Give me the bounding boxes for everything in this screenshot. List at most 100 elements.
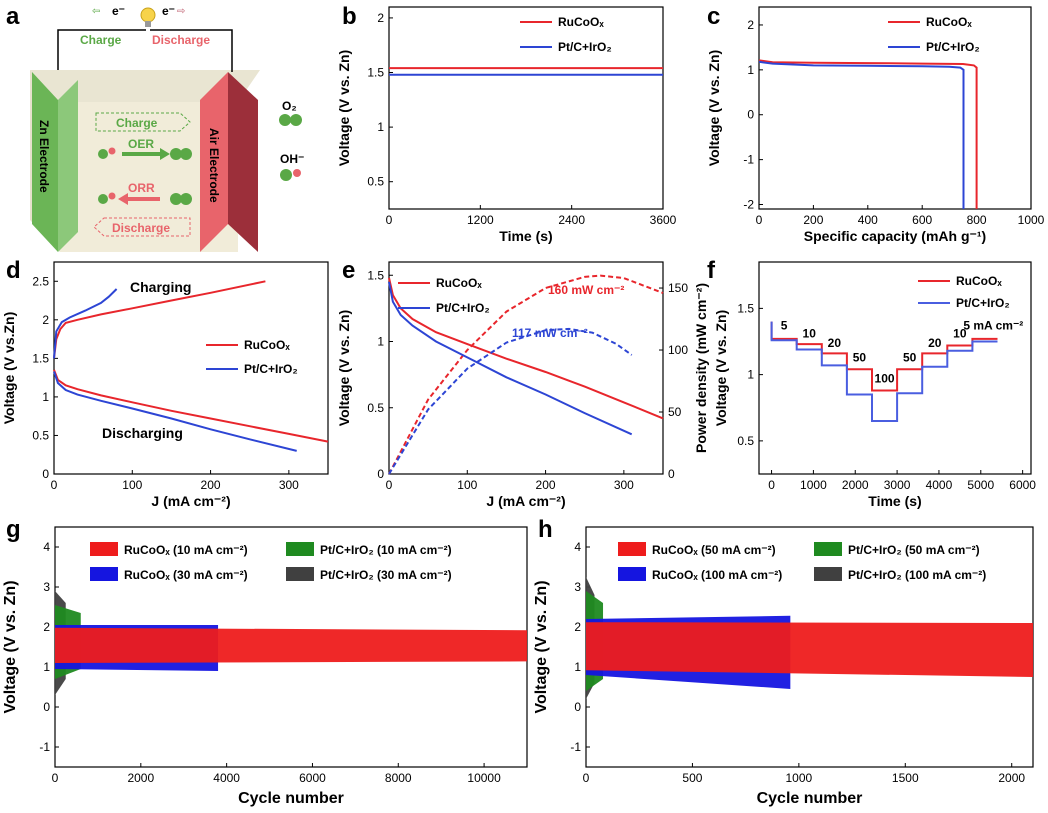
peak-power-annotation-ruco: 160 mW cm⁻²: [548, 283, 624, 297]
o2-legend-b: [290, 114, 302, 126]
x-tick-label: 100: [457, 478, 477, 492]
y-axis-label: Voltage (V vs. Zn): [706, 50, 722, 166]
zn-electrode-side: [58, 80, 78, 252]
legend-swatch: [90, 567, 118, 581]
red-arrow-icon: ⇨: [177, 6, 185, 17]
cell-back-face: [60, 102, 238, 252]
step-curve: [770, 321, 998, 422]
x-tick-label: 600: [912, 213, 932, 227]
x-tick-label: 300: [614, 478, 634, 492]
y-tick-label: 2: [377, 11, 384, 25]
green-arrow-icon: ⇦: [92, 6, 100, 17]
plot-frame: [758, 261, 1032, 475]
x-tick-label: 10000: [467, 771, 501, 785]
y-tick-label: 0: [42, 467, 49, 481]
cycling-band: [586, 622, 1033, 677]
x-tick-label: 400: [858, 213, 878, 227]
inner-charge-label: Charge: [116, 116, 158, 130]
legend-label: Pt/C+IrO₂ (10 mA cm⁻²): [320, 543, 452, 557]
y-tick-label: 4: [574, 540, 581, 554]
chart-b: 0 1200 2400 3600 0.5 1 1.5 2 Time (s) Voltage (V …: [336, 6, 677, 244]
panel-label-g: g: [6, 516, 21, 543]
y-tick-label: -1: [743, 153, 754, 167]
discharge-label-top: Discharge: [152, 33, 210, 47]
charge-curve: [53, 288, 118, 359]
inner-discharge-label: Discharge: [112, 221, 170, 235]
legend-swatch: [618, 567, 646, 581]
series-line: [758, 60, 965, 209]
oh-legend-h: [293, 169, 301, 177]
cell-top-face: [30, 70, 260, 102]
cycling-band: [55, 627, 527, 663]
y-axis-label: Voltage (V vs. Zn): [336, 50, 352, 166]
step-label: 20: [828, 336, 842, 350]
y2-tick-label: 50: [668, 405, 682, 419]
legend-label: RuCoOₓ: [926, 15, 972, 29]
chart-e: 0 100 200 300 0 0.5 1 1.5 J (mA cm⁻²) Voltage (V …: [336, 261, 709, 509]
step-label: 10: [953, 327, 967, 341]
legend-label: Pt/C+IrO₂: [558, 40, 612, 54]
x-axis-label: J (mA cm⁻²): [486, 493, 565, 509]
orr-o2-a: [170, 193, 182, 205]
charge-arrow-box: [95, 112, 191, 132]
x-axis-label: Cycle number: [757, 790, 863, 807]
bulb-icon: [140, 7, 156, 23]
peak-power-annotation-ptc: 117 mW cm⁻²: [512, 326, 588, 340]
y-tick-label: 0: [574, 700, 581, 714]
oer-reactant-oh: [98, 149, 108, 159]
y-tick-label: 1: [42, 390, 49, 404]
orr-arrow-head: [118, 193, 128, 205]
x-axis-label: Time (s): [868, 493, 921, 509]
o2-legend-label: O₂: [282, 99, 297, 113]
battery-schematic: ⇦ ⇨ e⁻ e⁻ Charge Discharge Zn Electrode …: [30, 4, 304, 252]
y-tick-label: 0.5: [367, 175, 384, 189]
oer-o2-b: [180, 148, 192, 160]
bulb-base: [145, 21, 151, 27]
step-label: 5: [781, 319, 788, 333]
y-tick-label: 2: [574, 620, 581, 634]
wire-right: [150, 29, 233, 72]
x-tick-label: 2400: [558, 213, 585, 227]
x-tick-label: 0: [768, 478, 775, 492]
legend-label: RuCoOₓ (10 mA cm⁻²): [124, 543, 248, 557]
y-tick-label: 3: [574, 580, 581, 594]
step-label: 100: [875, 372, 895, 386]
oh-legend-o: [280, 169, 292, 181]
discharge-curve: [53, 369, 329, 443]
legend-label: RuCoOₓ (50 mA cm⁻²): [652, 543, 776, 557]
x-tick-label: 1000: [786, 771, 813, 785]
y-tick-label: 1.5: [32, 351, 49, 365]
series-line: [758, 59, 978, 209]
charge-label-top: Charge: [80, 33, 122, 47]
y-tick-label: 2: [747, 18, 754, 32]
chart-d: 0 100 200 300 0 0.5 1 1.5 2 2.5 J (mA cm⁻²) Voltage…: [1, 261, 329, 509]
x-axis-label: Specific capacity (mAh g⁻¹): [804, 228, 986, 244]
y-tick-label: 1: [574, 660, 581, 674]
panel-label-d: d: [6, 257, 21, 284]
x-tick-label: 0: [756, 213, 763, 227]
x-tick-label: 8000: [385, 771, 412, 785]
x-tick-label: 3000: [884, 478, 911, 492]
legend-label: RuCoOₓ (100 mA cm⁻²): [652, 568, 782, 582]
chart-c: 0 200 400 600 800 1000 -2 -1 0 1 2 Specific capacit…: [706, 6, 1045, 244]
y-axis-label: Voltage (V vs. Zn): [713, 310, 729, 426]
discharging-annotation: Discharging: [102, 425, 183, 441]
chart-h: 0 500 1000 1500 2000 -1 0 1 2 3 4 Cycle number Volta…: [533, 526, 1034, 807]
plot-frame: [388, 261, 664, 475]
discharge-curve: [53, 371, 297, 452]
wire-left: [57, 29, 146, 70]
x-tick-label: 800: [967, 213, 987, 227]
air-electrode-face: [200, 72, 228, 252]
y-tick-label: 0: [43, 700, 50, 714]
y-tick-label: 4: [43, 540, 50, 554]
y-tick-label: 0: [747, 108, 754, 122]
y2-tick-label: 150: [668, 281, 688, 295]
step-label: 50: [903, 350, 917, 364]
air-electrode-side: [228, 72, 258, 252]
legend-label: RuCoOₓ (30 mA cm⁻²): [124, 568, 248, 582]
legend-swatch: [286, 567, 314, 581]
legend-label: Pt/C+IrO₂ (100 mA cm⁻²): [848, 568, 986, 582]
panel-label-a: a: [6, 3, 20, 30]
y-tick-label: -1: [570, 740, 581, 754]
legend-swatch: [814, 567, 842, 581]
